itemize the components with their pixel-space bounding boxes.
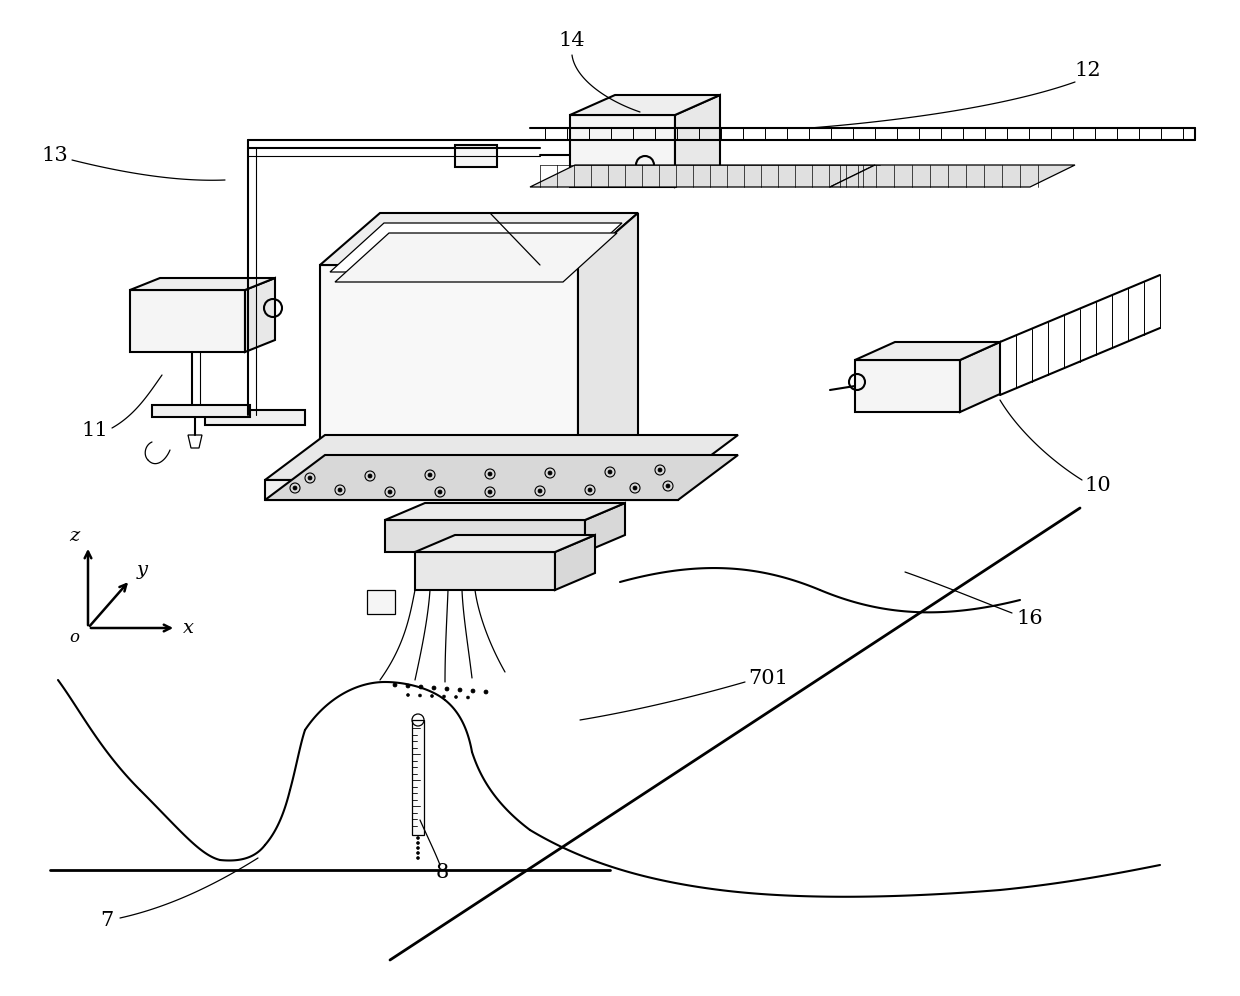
Polygon shape: [384, 503, 625, 520]
Circle shape: [393, 683, 397, 687]
Text: 12: 12: [1075, 61, 1101, 80]
Text: 13: 13: [42, 145, 68, 164]
Circle shape: [419, 694, 422, 697]
Bar: [455, 145, 497, 167]
Circle shape: [339, 488, 342, 492]
Circle shape: [588, 488, 591, 492]
Text: o: o: [69, 629, 79, 646]
Polygon shape: [335, 233, 618, 282]
Polygon shape: [960, 342, 999, 412]
Circle shape: [489, 490, 492, 494]
Circle shape: [417, 852, 419, 855]
Bar: [412, 720, 424, 835]
Text: 7: 7: [100, 910, 114, 929]
Bar: [367, 590, 396, 614]
Polygon shape: [856, 342, 999, 360]
Polygon shape: [570, 95, 720, 115]
Bar: [265, 480, 678, 500]
Circle shape: [293, 486, 298, 490]
Circle shape: [417, 857, 419, 860]
Bar: [205, 410, 305, 425]
Polygon shape: [330, 223, 622, 272]
Circle shape: [445, 687, 449, 691]
Circle shape: [438, 490, 441, 494]
Circle shape: [658, 468, 662, 472]
Circle shape: [405, 684, 410, 688]
Text: 11: 11: [82, 420, 108, 439]
Polygon shape: [556, 535, 595, 590]
Circle shape: [407, 693, 409, 696]
Bar: [130, 290, 246, 352]
Polygon shape: [188, 435, 202, 448]
Circle shape: [466, 696, 470, 699]
Bar: [415, 552, 556, 590]
Text: 14: 14: [559, 31, 585, 50]
Circle shape: [417, 847, 419, 850]
Polygon shape: [578, 213, 639, 480]
Circle shape: [432, 686, 436, 690]
Polygon shape: [675, 95, 720, 187]
Text: 10: 10: [1085, 475, 1111, 494]
Circle shape: [471, 689, 475, 693]
Circle shape: [455, 695, 458, 698]
Circle shape: [608, 470, 613, 474]
Circle shape: [428, 473, 432, 477]
Circle shape: [443, 695, 445, 698]
Circle shape: [388, 490, 392, 494]
Circle shape: [632, 486, 637, 490]
Bar: [320, 265, 578, 480]
Text: x: x: [182, 619, 193, 637]
Circle shape: [458, 688, 463, 692]
Circle shape: [417, 837, 419, 840]
Text: 16: 16: [1017, 609, 1043, 627]
Text: z: z: [69, 527, 79, 545]
Polygon shape: [529, 165, 875, 187]
Circle shape: [308, 476, 312, 480]
Circle shape: [484, 690, 489, 694]
Circle shape: [430, 694, 434, 697]
Polygon shape: [415, 535, 595, 552]
Text: 8: 8: [435, 864, 449, 882]
Circle shape: [417, 842, 419, 845]
Polygon shape: [265, 435, 738, 480]
Circle shape: [419, 685, 423, 689]
Text: y: y: [136, 561, 148, 579]
Circle shape: [548, 471, 552, 475]
Text: 701: 701: [748, 668, 787, 687]
Circle shape: [666, 484, 670, 488]
Polygon shape: [830, 165, 1075, 187]
Polygon shape: [130, 278, 275, 290]
Bar: [856, 360, 960, 412]
Bar: [384, 520, 585, 552]
Circle shape: [538, 489, 542, 493]
Polygon shape: [320, 213, 639, 265]
Polygon shape: [585, 503, 625, 552]
Polygon shape: [246, 278, 275, 352]
Polygon shape: [265, 455, 738, 500]
Circle shape: [489, 472, 492, 476]
Circle shape: [368, 474, 372, 478]
Bar: [570, 115, 675, 187]
Bar: [153, 405, 250, 417]
